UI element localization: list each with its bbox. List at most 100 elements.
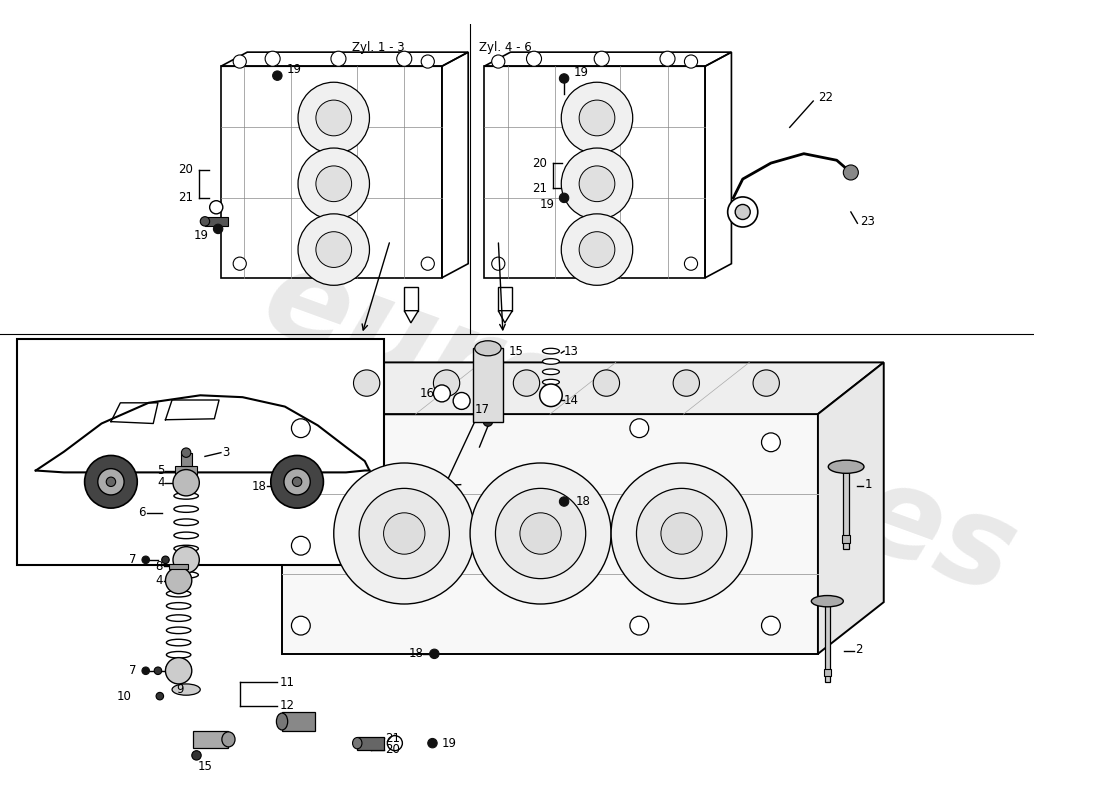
Ellipse shape — [276, 713, 288, 730]
Ellipse shape — [542, 369, 560, 374]
Text: 15: 15 — [508, 345, 524, 358]
Ellipse shape — [812, 595, 844, 607]
Text: 10: 10 — [117, 690, 132, 702]
Circle shape — [844, 165, 858, 180]
Polygon shape — [498, 310, 513, 323]
Text: 18: 18 — [252, 480, 267, 493]
Text: 13: 13 — [564, 345, 579, 358]
Circle shape — [384, 513, 425, 554]
Ellipse shape — [174, 571, 198, 578]
Circle shape — [165, 658, 191, 684]
Text: eurospares: eurospares — [248, 236, 1032, 620]
Circle shape — [191, 750, 201, 760]
Circle shape — [520, 513, 561, 554]
Circle shape — [333, 463, 475, 604]
Bar — [16, 339, 384, 565]
Ellipse shape — [174, 519, 198, 526]
Circle shape — [661, 513, 702, 554]
Ellipse shape — [542, 358, 560, 364]
Circle shape — [660, 51, 675, 66]
Text: 15: 15 — [197, 760, 212, 773]
Ellipse shape — [475, 341, 502, 356]
Bar — [221, 66, 442, 278]
Circle shape — [213, 224, 223, 234]
Circle shape — [561, 214, 632, 286]
Text: 16: 16 — [419, 387, 435, 400]
Ellipse shape — [222, 732, 235, 747]
Circle shape — [579, 232, 615, 267]
Circle shape — [182, 448, 190, 458]
Circle shape — [293, 477, 301, 486]
Circle shape — [292, 616, 310, 635]
Circle shape — [316, 166, 352, 202]
Circle shape — [561, 148, 632, 219]
Circle shape — [316, 232, 352, 267]
Circle shape — [292, 419, 310, 438]
Ellipse shape — [542, 390, 560, 395]
Text: 19: 19 — [540, 198, 554, 211]
Circle shape — [579, 166, 615, 202]
Circle shape — [233, 55, 246, 68]
Circle shape — [453, 393, 470, 410]
Circle shape — [492, 55, 505, 68]
Text: 7: 7 — [129, 554, 136, 566]
Ellipse shape — [166, 615, 190, 622]
Ellipse shape — [172, 684, 200, 695]
Circle shape — [433, 385, 450, 402]
Ellipse shape — [828, 460, 864, 474]
Text: 4: 4 — [155, 574, 163, 587]
Ellipse shape — [166, 602, 190, 609]
Circle shape — [359, 488, 450, 578]
Text: 21: 21 — [385, 732, 400, 745]
Bar — [843, 535, 850, 543]
Circle shape — [387, 736, 403, 750]
Circle shape — [142, 556, 150, 563]
Text: 23: 23 — [860, 215, 876, 228]
Circle shape — [265, 51, 280, 66]
Text: 19: 19 — [442, 737, 456, 750]
Circle shape — [156, 692, 164, 700]
Text: 20: 20 — [178, 163, 192, 176]
Circle shape — [612, 463, 752, 604]
Bar — [169, 563, 188, 570]
Circle shape — [353, 370, 380, 396]
Circle shape — [271, 455, 323, 508]
Circle shape — [173, 546, 199, 573]
Text: a passion for parts since 1985: a passion for parts since 1985 — [399, 458, 843, 643]
Text: 12: 12 — [279, 699, 294, 712]
Circle shape — [162, 556, 169, 563]
Circle shape — [560, 74, 569, 83]
Ellipse shape — [174, 506, 198, 512]
Circle shape — [98, 469, 124, 495]
Bar — [282, 712, 315, 731]
Text: 19: 19 — [194, 229, 209, 242]
Ellipse shape — [166, 590, 190, 597]
Circle shape — [233, 257, 246, 270]
Circle shape — [593, 370, 619, 396]
Circle shape — [728, 197, 758, 227]
Text: 17: 17 — [475, 403, 490, 416]
Polygon shape — [282, 362, 883, 414]
Ellipse shape — [166, 664, 190, 670]
Ellipse shape — [174, 493, 198, 499]
Ellipse shape — [353, 738, 362, 749]
Circle shape — [761, 616, 780, 635]
Circle shape — [284, 469, 310, 495]
Bar — [484, 66, 705, 278]
Polygon shape — [405, 310, 418, 323]
Circle shape — [275, 482, 284, 491]
Circle shape — [761, 433, 780, 452]
Text: 8: 8 — [155, 560, 163, 573]
Circle shape — [684, 257, 697, 270]
Circle shape — [470, 463, 612, 604]
Text: 7: 7 — [129, 664, 136, 678]
Circle shape — [433, 370, 460, 396]
Circle shape — [273, 71, 282, 80]
Text: 6: 6 — [139, 506, 145, 519]
Circle shape — [495, 488, 585, 578]
Text: 18: 18 — [575, 495, 591, 508]
Circle shape — [107, 477, 116, 486]
Ellipse shape — [166, 639, 190, 646]
Ellipse shape — [174, 558, 198, 565]
Circle shape — [165, 567, 191, 594]
